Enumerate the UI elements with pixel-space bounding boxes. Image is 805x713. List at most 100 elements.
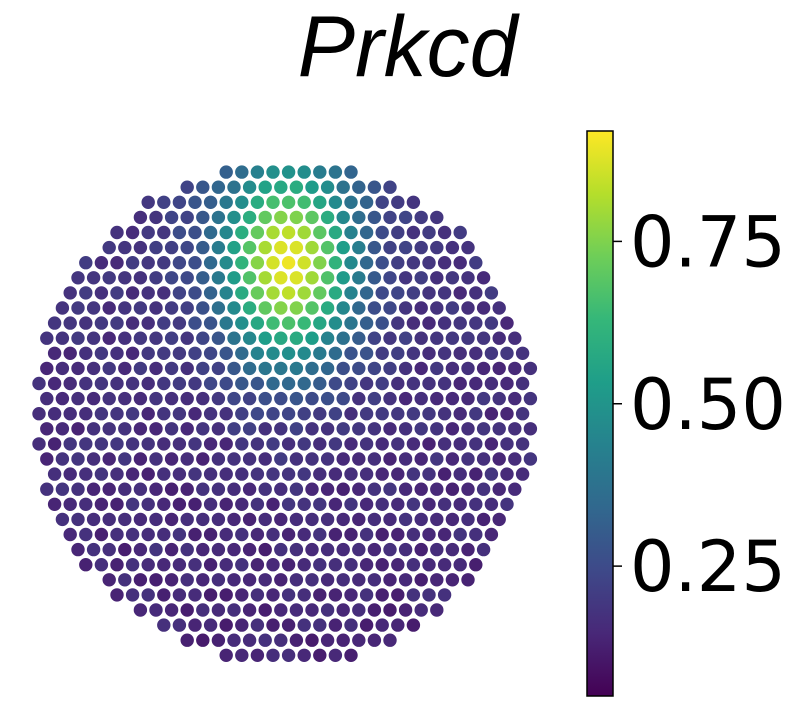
expression-spot xyxy=(327,436,344,452)
expression-spot xyxy=(93,526,110,543)
expression-spot xyxy=(148,209,164,226)
expression-spot xyxy=(428,300,445,316)
expression-spot xyxy=(366,571,383,588)
expression-spot xyxy=(397,541,414,558)
expression-spot xyxy=(280,164,297,181)
expression-spot xyxy=(155,285,172,301)
expression-spot xyxy=(460,541,476,558)
expression-spot xyxy=(272,481,289,498)
expression-spot xyxy=(124,345,141,362)
expression-spot xyxy=(202,224,219,241)
expression-spot xyxy=(405,285,422,301)
expression-spot xyxy=(483,466,500,483)
expression-spot xyxy=(311,405,328,422)
expression-spot xyxy=(327,164,344,181)
expression-spot xyxy=(467,556,484,573)
expression-spot xyxy=(101,360,118,377)
expression-spot xyxy=(233,164,250,181)
expression-spot xyxy=(374,224,391,241)
expression-spot xyxy=(241,511,258,528)
expression-spot xyxy=(296,556,313,573)
expression-spot xyxy=(46,345,63,362)
expression-spot xyxy=(405,315,422,332)
expression-spot xyxy=(93,436,110,452)
expression-spot xyxy=(109,496,125,513)
expression-spot xyxy=(335,420,352,437)
expression-spot xyxy=(124,587,141,603)
expression-spot xyxy=(475,481,492,498)
expression-spot xyxy=(77,375,94,392)
expression-spot xyxy=(288,481,305,498)
expression-spot xyxy=(421,496,437,513)
expression-spot xyxy=(413,420,430,437)
expression-spot xyxy=(350,269,367,286)
expression-spot xyxy=(187,556,203,573)
expression-spot xyxy=(109,224,125,241)
expression-spot xyxy=(226,269,242,286)
expression-spot xyxy=(241,330,258,347)
expression-spot xyxy=(187,315,203,332)
spot-layer xyxy=(31,164,539,664)
expression-spot xyxy=(249,647,266,664)
expression-spot xyxy=(140,315,157,332)
expression-spot xyxy=(436,466,453,483)
expression-spot xyxy=(460,511,476,528)
expression-spot xyxy=(280,345,297,362)
expression-spot xyxy=(218,587,235,603)
expression-spot xyxy=(499,496,515,513)
expression-spot xyxy=(54,360,71,377)
expression-spot xyxy=(179,390,196,407)
expression-spot xyxy=(132,451,149,467)
expression-spot xyxy=(109,375,125,392)
expression-spot xyxy=(296,647,313,664)
expression-spot xyxy=(148,481,164,498)
expression-spot xyxy=(358,375,375,392)
expression-spot xyxy=(233,405,250,422)
expression-spot xyxy=(397,209,414,226)
expression-spot xyxy=(163,571,180,588)
expression-spot xyxy=(116,390,133,407)
expression-spot xyxy=(179,330,196,347)
expression-spot xyxy=(77,496,94,513)
expression-spot xyxy=(226,541,242,558)
expression-spot xyxy=(413,481,430,498)
expression-spot xyxy=(226,420,242,437)
expression-spot xyxy=(327,587,344,603)
expression-spot xyxy=(405,405,422,422)
expression-spot xyxy=(413,571,430,588)
expression-spot xyxy=(421,345,437,362)
expression-spot xyxy=(54,481,71,498)
expression-spot xyxy=(319,541,336,558)
expression-spot xyxy=(241,269,258,286)
expression-spot xyxy=(272,239,289,256)
expression-spot xyxy=(327,254,344,271)
expression-spot xyxy=(436,587,453,603)
expression-spot xyxy=(132,360,149,377)
expression-spot xyxy=(163,300,180,316)
expression-spot xyxy=(265,345,281,362)
expression-spot xyxy=(389,436,406,452)
expression-spot xyxy=(85,481,102,498)
expression-spot xyxy=(241,209,258,226)
expression-spot xyxy=(366,541,383,558)
expression-spot xyxy=(233,345,250,362)
expression-spot xyxy=(101,239,118,256)
expression-spot xyxy=(436,375,453,392)
expression-spot xyxy=(304,390,320,407)
expression-spot xyxy=(319,209,336,226)
expression-spot xyxy=(101,300,118,316)
expression-spot xyxy=(405,254,422,271)
expression-spot xyxy=(288,571,305,588)
expression-spot xyxy=(499,345,515,362)
expression-spot xyxy=(366,481,383,498)
expression-spot xyxy=(202,526,219,543)
expression-spot xyxy=(460,390,476,407)
expression-spot xyxy=(226,179,242,196)
expression-spot xyxy=(452,224,469,241)
expression-spot xyxy=(202,496,219,513)
expression-spot xyxy=(249,405,266,422)
expression-spot xyxy=(187,587,203,603)
expression-spot xyxy=(374,587,391,603)
expression-spot xyxy=(413,602,430,618)
expression-spot xyxy=(366,390,383,407)
